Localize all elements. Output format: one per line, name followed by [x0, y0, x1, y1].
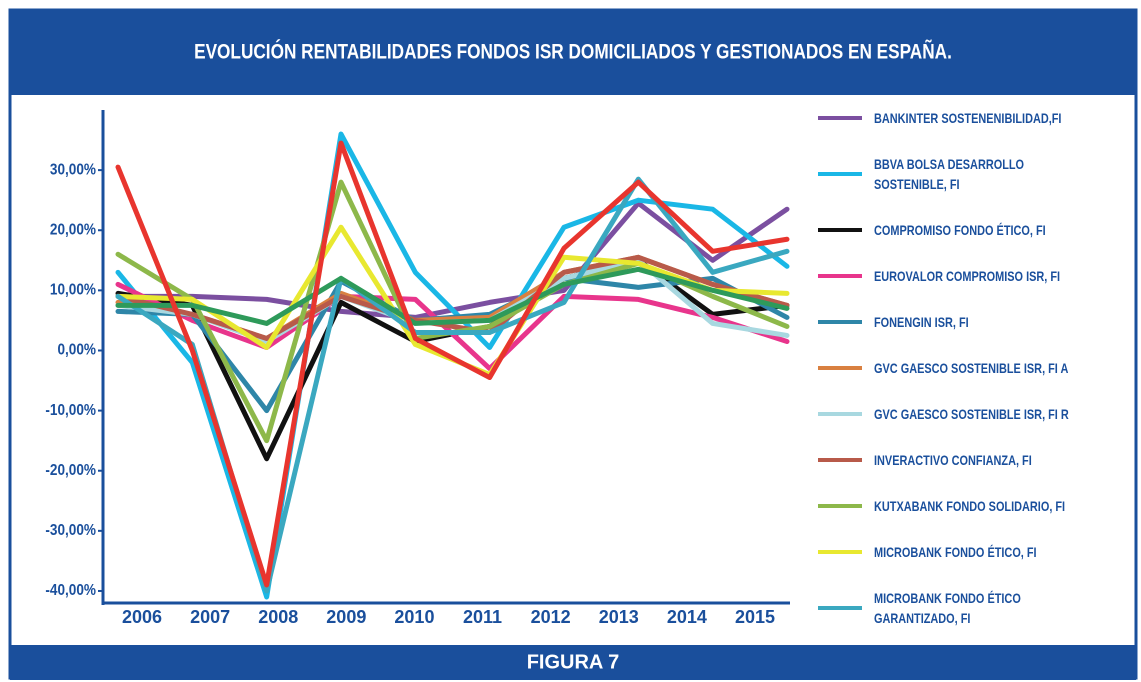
legend-swatch [818, 320, 862, 324]
y-tick-label: 20,00% [50, 222, 96, 239]
y-tick-label: -10,00% [45, 402, 96, 419]
legend-label: MICROBANK FONDO ÉTICO GARANTIZADO, FI [874, 590, 1021, 626]
legend-swatch [818, 366, 862, 370]
legend-swatch [818, 274, 862, 278]
x-tick-label: 2012 [531, 607, 571, 627]
legend-swatch [818, 172, 862, 176]
x-tick-label: 2008 [258, 607, 298, 627]
legend-swatch [818, 116, 862, 120]
legend-label: GVC GAESCO SOSTENIBLE ISR, FI R [874, 406, 1069, 422]
legend-item: EUROVALOR COMPROMISO ISR, FI [818, 266, 1138, 286]
legend-label: COMPROMISO FONDO ÉTICO, FI [874, 222, 1046, 238]
y-tick-label: 0,00% [57, 342, 96, 359]
legend-swatch [818, 412, 862, 416]
legend-label: INVERACTIVO CONFIANZA, FI [874, 452, 1032, 468]
legend-item: MICROBANK FONDO ÉTICO, FI [818, 542, 1138, 562]
series-line [115, 254, 790, 341]
legend-label: BANKINTER SOSTENENIBILIDAD,FI [874, 110, 1062, 126]
legend-item: KUTXABANK FONDO SOLIDARIO, FI [818, 496, 1138, 516]
y-tick-label: -40,00% [45, 582, 96, 599]
legend-item: GVC GAESCO SOSTENIBLE ISR, FI A [818, 358, 1138, 378]
x-tick-label: 2013 [599, 607, 639, 627]
series-line [115, 140, 790, 588]
legend-item: MICROBANK FONDO ÉTICO GARANTIZADO, FI [818, 588, 1138, 628]
x-tick-label: 2009 [326, 607, 366, 627]
legend-swatch [818, 550, 862, 554]
caption: FIGURA 7 [527, 651, 620, 673]
legend-label: BBVA BOLSA DESARROLLO SOSTENIBLE, FI [874, 156, 1025, 192]
legend-item: FONENGIN ISR, FI [818, 312, 1138, 332]
x-tick-label: 2011 [463, 607, 502, 627]
title-bar [10, 10, 1136, 95]
series-line [115, 176, 790, 594]
legend-swatch [818, 458, 862, 462]
legend: BANKINTER SOSTENENIBILIDAD,FI BBVA BOLSA … [818, 108, 1138, 628]
legend-label: FONENGIN ISR, FI [874, 314, 969, 330]
series-line [115, 266, 790, 326]
y-tick-label: -30,00% [45, 522, 96, 539]
x-tick-label: 2010 [394, 607, 434, 627]
y-tick-label: -20,00% [45, 462, 96, 479]
x-tick-label: 2014 [667, 607, 707, 627]
legend-label: MICROBANK FONDO ÉTICO, FI [874, 544, 1037, 560]
x-tick-label: 2015 [735, 607, 775, 627]
chart-title: EVOLUCIÓN RENTABILIDADES FONDOS ISR DOMI… [194, 40, 952, 64]
legend-item: GVC GAESCO SOSTENIBLE ISR, FI R [818, 404, 1138, 424]
legend-swatch [818, 606, 862, 610]
caption-bar [10, 645, 1136, 680]
x-tick-label: 2007 [190, 607, 230, 627]
legend-label: EUROVALOR COMPROMISO ISR, FI [874, 268, 1061, 284]
legend-item: COMPROMISO FONDO ÉTICO, FI [818, 220, 1138, 240]
series-line [115, 131, 790, 600]
legend-item: BBVA BOLSA DESARROLLO SOSTENIBLE, FI [818, 154, 1138, 194]
legend-swatch [818, 228, 862, 232]
legend-swatch [818, 504, 862, 508]
y-tick-label: 10,00% [50, 282, 96, 299]
legend-label: GVC GAESCO SOSTENIBLE ISR, FI A [874, 360, 1069, 376]
legend-item: BANKINTER SOSTENENIBILIDAD,FI [818, 108, 1138, 128]
legend-label: KUTXABANK FONDO SOLIDARIO, FI [874, 498, 1066, 514]
legend-item: INVERACTIVO CONFIANZA, FI [818, 450, 1138, 470]
y-tick-label: 30,00% [50, 161, 96, 178]
x-tick-label: 2006 [122, 607, 162, 627]
